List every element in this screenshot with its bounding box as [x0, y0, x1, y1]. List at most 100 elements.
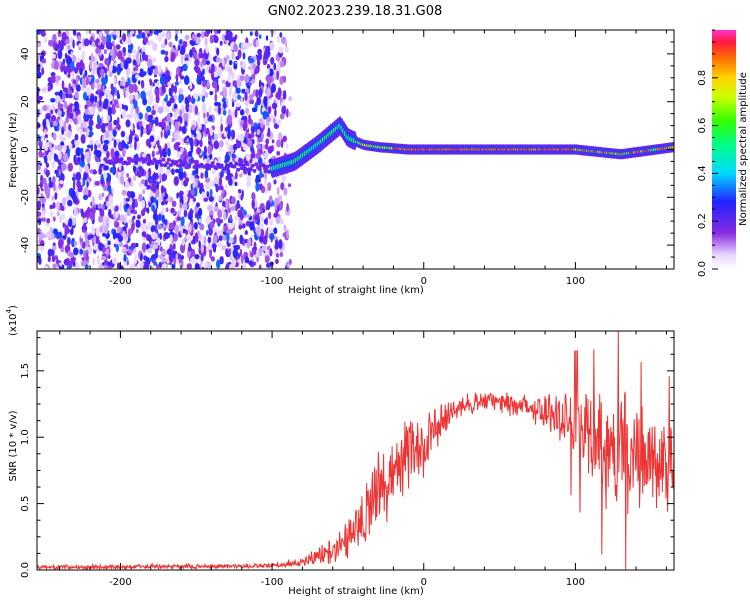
spectrogram-cell [162, 262, 168, 269]
spectrogram-cell [267, 105, 272, 114]
signal-cell [139, 156, 144, 161]
spectrogram-cell [209, 221, 215, 229]
spectrogram-cell [213, 133, 219, 142]
spectrogram-cell [49, 204, 54, 210]
spectrogram-cell [194, 254, 200, 260]
spectrogram-cell [161, 207, 165, 214]
spectrogram-cell [251, 151, 256, 159]
spectrogram-cell [109, 48, 114, 57]
spectrogram-cell [207, 244, 213, 250]
spectrogram-cell [180, 243, 186, 254]
spectrogram-cell [266, 68, 270, 76]
spectrogram-cell [204, 181, 211, 191]
spectrogram-cell [96, 83, 102, 91]
spectrogram-cell [54, 153, 58, 162]
snr-series-line [37, 331, 674, 570]
spectrogram-cell [86, 144, 92, 149]
spectrogram-cell [131, 200, 136, 210]
spectrogram-cell [71, 83, 76, 88]
spectrogram-cell [242, 124, 247, 132]
spectrogram-cell [97, 161, 100, 167]
spectrogram-cell [71, 60, 75, 71]
spectrogram-cell [126, 30, 132, 33]
spectrogram-cell [228, 237, 234, 244]
spectrogram-cell [170, 207, 175, 214]
spectrogram-cell [60, 213, 66, 220]
spectrogram-cell [156, 237, 161, 247]
spectrogram-cell [107, 254, 111, 259]
spectrogram-cell [246, 180, 251, 188]
spectrogram-cell [169, 234, 173, 243]
spectrogram-cell [256, 143, 262, 150]
spectrogram-cell [145, 138, 151, 147]
signal-core [671, 145, 674, 149]
spectrogram-cell [142, 51, 146, 61]
spectrogram-cell [141, 223, 147, 234]
spectrogram-cell [168, 222, 174, 231]
spectrogram-cell [218, 195, 222, 202]
spectrogram-cell [256, 58, 261, 67]
spectrogram-cell [177, 192, 183, 198]
spectrogram-x-axis-label: Height of straight line (km) [288, 285, 424, 296]
spectrogram-cell [151, 65, 156, 70]
spectrogram-cell [95, 234, 99, 244]
spectrogram-cell [113, 139, 117, 149]
spectrogram-cell [258, 251, 263, 257]
spectrogram-cell [37, 153, 40, 160]
spectrogram-cell [206, 156, 210, 164]
spectrogram-cell [192, 170, 196, 176]
spectrogram-cell [206, 111, 209, 118]
spectrogram-cell [79, 248, 83, 255]
spectrogram-cell [113, 119, 118, 126]
spectrogram-cell [106, 150, 110, 159]
spectrogram-cell [122, 77, 126, 87]
spectrogram-cell [198, 218, 203, 224]
spectrogram-cell [52, 121, 58, 127]
signal-cell [250, 163, 255, 168]
spectrogram-cell [183, 194, 189, 204]
spectrogram-cell [285, 143, 289, 149]
spectrogram-cell [115, 243, 120, 253]
spectrogram-cell [37, 186, 40, 196]
spectrogram-cell [178, 126, 183, 132]
spectrogram-cell [161, 249, 168, 256]
spectrogram-cell [82, 74, 86, 79]
spectrogram-cell [40, 30, 46, 36]
spectrogram-cell [208, 106, 212, 114]
spectrogram-cell [276, 186, 280, 196]
spectrogram-cell [228, 177, 233, 186]
snr-scale-close: ) [8, 305, 19, 309]
spectrogram-cell [264, 143, 269, 150]
spectrogram-cell [81, 50, 86, 57]
spectrogram-cell [266, 245, 271, 251]
spectrogram-cell [277, 35, 280, 44]
spectrogram-cell [133, 175, 137, 182]
spectrogram-cell [194, 132, 197, 138]
spectrogram-cell [107, 261, 111, 267]
spectrogram-cell [88, 119, 94, 127]
spectrogram-cell [161, 100, 166, 105]
spectrogram-cell [227, 108, 232, 116]
spectrogram-cell [126, 190, 131, 198]
spectrogram-cell [124, 233, 128, 239]
spectrogram-cell [138, 165, 142, 171]
spectrogram-cell [196, 202, 200, 208]
signal-cell [134, 160, 139, 165]
spectrogram-cell [274, 108, 277, 117]
spectrogram-cell [204, 169, 209, 180]
spectrogram-cell [128, 84, 133, 93]
spectrogram-cell [151, 57, 157, 63]
spectrogram-cell [220, 116, 223, 125]
spectrogram-cell [205, 229, 209, 236]
spectrogram-cell [92, 106, 96, 114]
spectrogram-cell [41, 58, 47, 64]
spectrogram-cell [222, 109, 227, 116]
spectrogram-cell [72, 173, 76, 178]
spectrogram-cell [231, 129, 236, 140]
spectrogram-cell [82, 241, 86, 249]
snr-scale-exponent: 4 [5, 308, 13, 313]
spectrogram-cell [156, 264, 160, 269]
spectrogram-cell [136, 53, 139, 63]
spectrogram-cell [162, 147, 166, 158]
